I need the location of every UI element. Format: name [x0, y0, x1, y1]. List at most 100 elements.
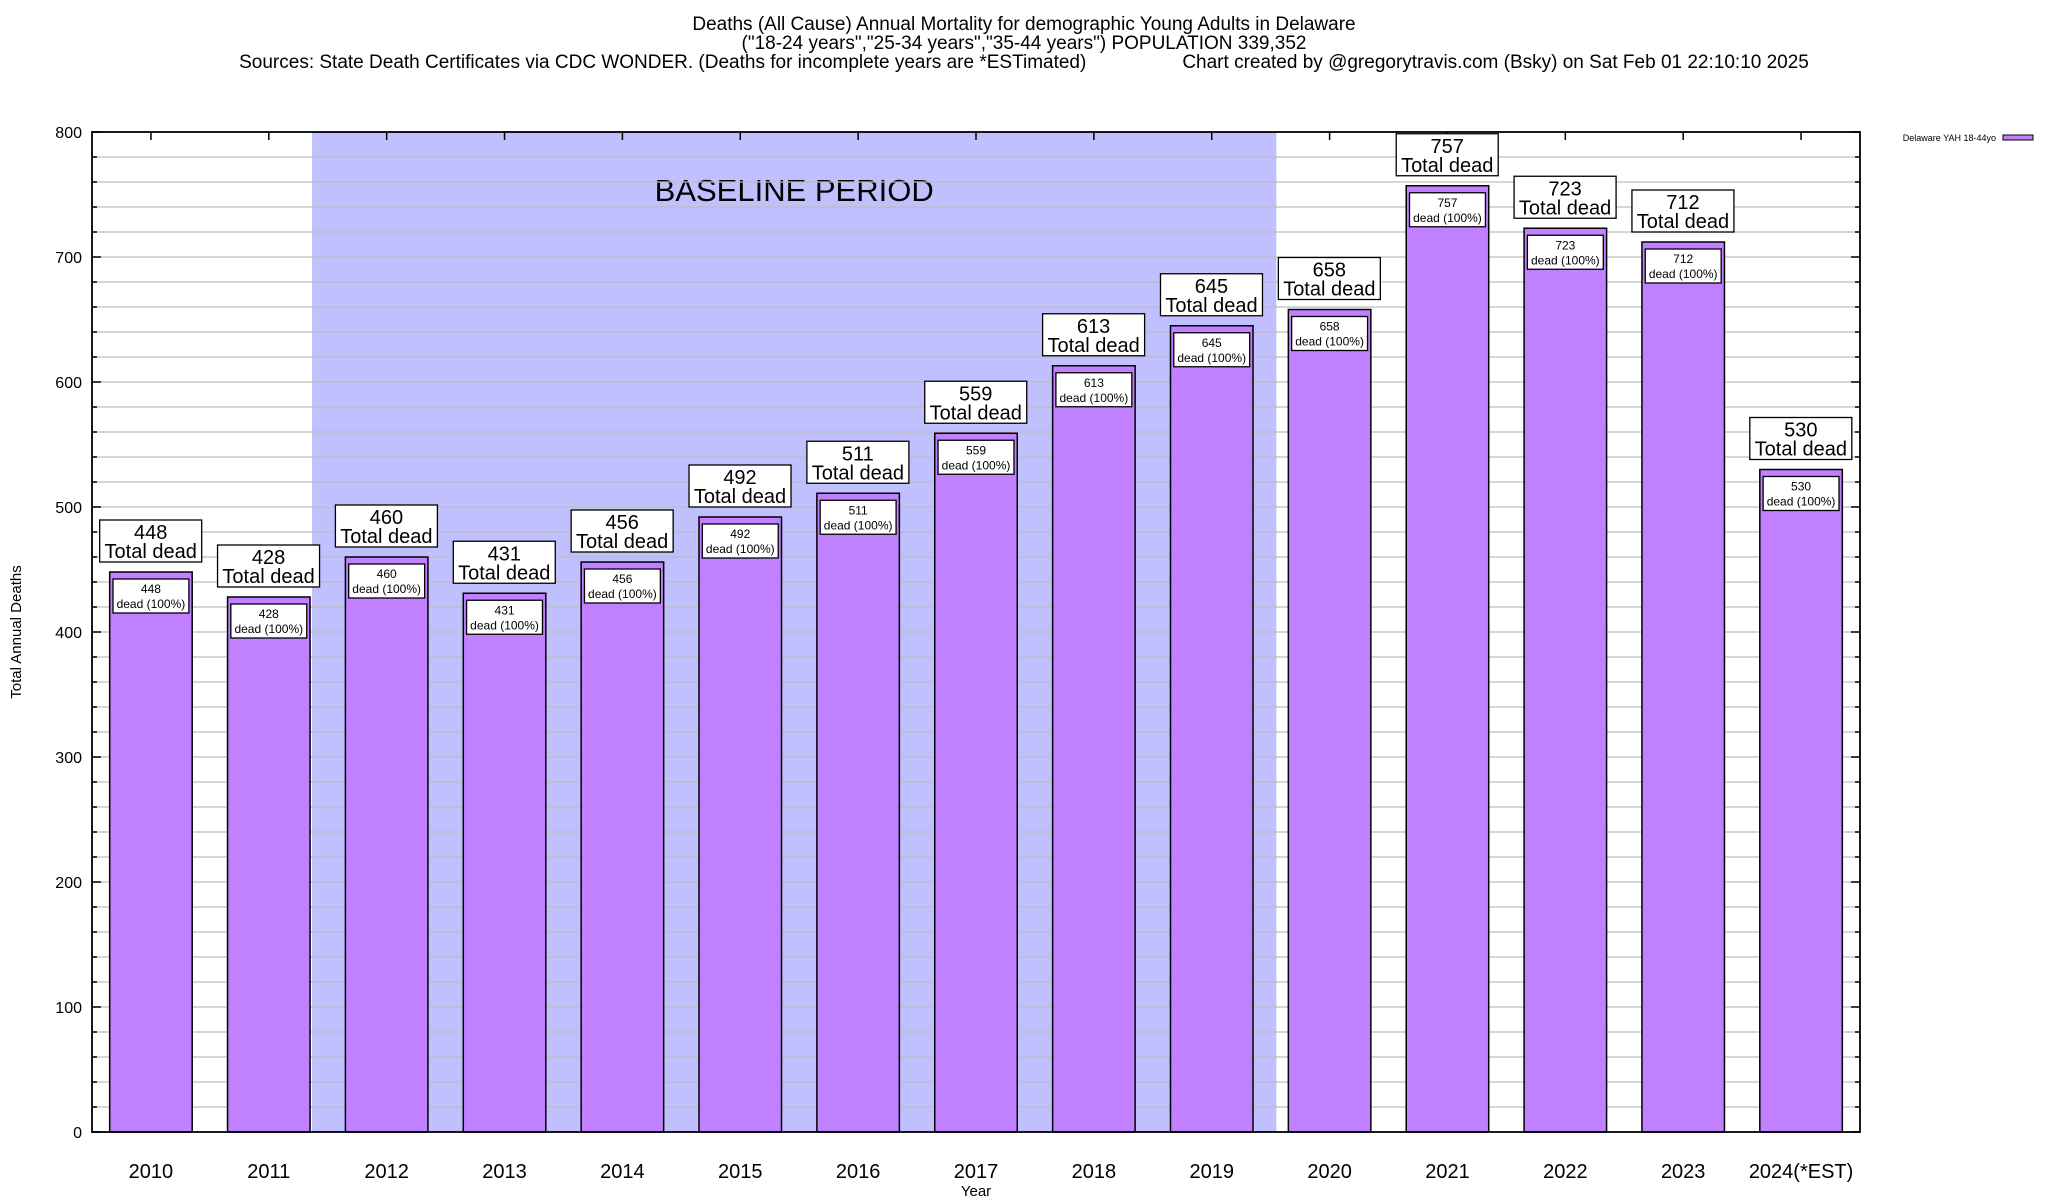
total-label-box: [1277, 256, 1381, 301]
y-tick-label: 300: [55, 750, 82, 767]
baseline-period-label: BASELINE PERIOD: [655, 173, 934, 208]
x-tick-label: 2014: [600, 1161, 645, 1183]
inner-percent-label: dead (100%): [1767, 495, 1836, 509]
inner-value-label: 431: [495, 603, 515, 617]
x-tick-label: 2010: [129, 1161, 174, 1183]
inner-percent-label: dead (100%): [588, 587, 657, 601]
x-tick-label: 2020: [1307, 1161, 1352, 1183]
total-label-box: [688, 464, 792, 508]
chart-subtitle: ("18-24 years","25-34 years","35-44 year…: [741, 33, 1307, 54]
inner-percent-label: dead (100%): [352, 582, 421, 596]
bar-2014: [580, 561, 665, 1133]
bar-2015: [698, 516, 783, 1133]
y-tick-label: 0: [73, 1125, 82, 1142]
inner-label-box: [465, 599, 544, 635]
inner-value-label: 530: [1791, 480, 1811, 494]
inner-value-label: 613: [1084, 376, 1104, 390]
total-dead-label: Total dead: [1755, 439, 1847, 461]
total-value-label: 448: [134, 522, 167, 544]
total-label-box: [570, 509, 674, 553]
y-axis-label: Total Annual Deaths: [8, 565, 25, 698]
total-label-box: [1631, 189, 1735, 233]
bar-2018: [1051, 365, 1136, 1133]
total-value-label: 530: [1784, 420, 1817, 442]
x-tick-label: 2019: [1189, 1161, 1234, 1183]
inner-label-box: [819, 499, 897, 535]
inner-percent-label: dead (100%): [1295, 335, 1364, 349]
inner-value-label: 428: [259, 607, 279, 621]
inner-percent-label: dead (100%): [1649, 267, 1718, 281]
total-dead-label: Total dead: [1519, 197, 1611, 219]
x-tick-label: 2016: [836, 1161, 881, 1183]
x-tick-label: 2018: [1072, 1161, 1117, 1183]
total-dead-label: Total dead: [105, 541, 197, 563]
inner-value-label: 492: [730, 527, 750, 541]
inner-label-box: [1408, 192, 1487, 228]
total-dead-label: Total dead: [458, 562, 550, 584]
total-dead-label: Total dead: [930, 402, 1022, 424]
total-dead-label: Total dead: [1165, 295, 1257, 317]
legend: Delaware YAH 18-44yo: [1903, 133, 2034, 143]
total-label-box: [1395, 133, 1499, 177]
x-tick-label: 2021: [1425, 1161, 1470, 1183]
inner-label-box: [1290, 315, 1369, 352]
total-value-label: 511: [842, 443, 874, 465]
total-value-label: 658: [1313, 260, 1346, 282]
total-label-box: [99, 519, 203, 563]
bar-2019: [1169, 325, 1254, 1133]
total-value-label: 431: [488, 543, 521, 565]
inner-value-label: 723: [1555, 238, 1575, 252]
bars: [108, 185, 1844, 1133]
bar-2013: [462, 592, 547, 1133]
total-value-label: 559: [959, 383, 992, 405]
x-tick-label: 2017: [954, 1161, 999, 1183]
inner-percent-label: dead (100%): [942, 458, 1011, 472]
y-tick-label: 400: [55, 625, 82, 642]
bar-2024(*EST): [1759, 468, 1844, 1133]
inner-percent-label: dead (100%): [1413, 211, 1482, 225]
inner-value-label: 460: [377, 567, 397, 581]
x-tick-label: 2015: [718, 1161, 763, 1183]
x-tick-label: 2024(*EST): [1749, 1161, 1854, 1183]
inner-percent-label: dead (100%): [234, 622, 303, 636]
sources-text: Sources: State Death Certificates via CD…: [239, 52, 1087, 73]
total-dead-label: Total dead: [222, 566, 314, 588]
total-dead-label: Total dead: [1283, 279, 1375, 301]
total-dead-label: Total dead: [812, 462, 904, 484]
inner-label-box: [1762, 475, 1840, 512]
inner-label-box: [701, 523, 779, 559]
y-tick-label: 800: [55, 125, 82, 142]
inner-label-box: [348, 563, 426, 599]
inner-percent-label: dead (100%): [1531, 253, 1600, 267]
total-value-label: 460: [370, 507, 403, 529]
total-label-box: [1041, 313, 1146, 357]
inner-value-label: 511: [849, 503, 868, 517]
inner-label-box: [1055, 372, 1133, 408]
total-value-label: 613: [1077, 316, 1110, 338]
total-dead-label: Total dead: [1047, 335, 1139, 357]
x-tick-label: 2013: [482, 1161, 527, 1183]
inner-value-label: 645: [1202, 336, 1222, 350]
y-tick-label: 600: [55, 375, 82, 392]
total-dead-label: Total dead: [340, 526, 432, 548]
bar-2020: [1287, 308, 1372, 1133]
total-label-box: [924, 380, 1028, 424]
y-tick-label: 500: [55, 500, 82, 517]
axes: 0 100 200 300 400 500 600 700 800 2010 2011 2012 201…: [8, 125, 1853, 1200]
total-dead-label: Total dead: [1401, 155, 1493, 177]
total-label-box: [216, 544, 321, 588]
bar-2010: [108, 571, 193, 1133]
total-value-label: 428: [252, 547, 285, 569]
bar-2017: [933, 432, 1019, 1133]
credit-text: Chart created by @gregorytravis.com (Bsk…: [1182, 52, 1809, 73]
x-tick-label: 2011: [247, 1161, 290, 1183]
chart-title: Deaths (All Cause) Annual Mortality for …: [692, 14, 1356, 35]
x-tick-label: 2012: [364, 1161, 409, 1183]
inner-label-box: [112, 578, 190, 614]
inner-percent-label: dead (100%): [824, 518, 893, 532]
inner-value-label: 658: [1320, 320, 1340, 334]
total-label-box: [1513, 175, 1617, 219]
inner-value-label: 559: [966, 443, 986, 457]
y-tick-label: 200: [55, 875, 82, 892]
